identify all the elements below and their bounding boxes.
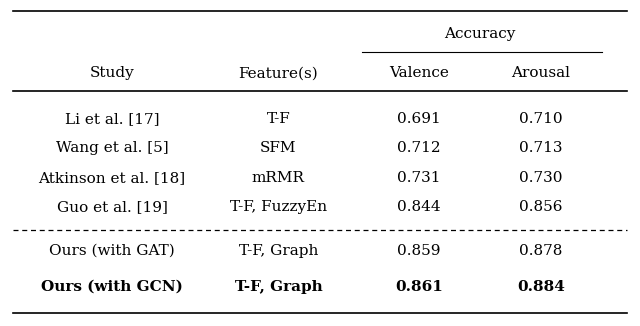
Text: 0.844: 0.844 [397, 200, 441, 214]
Text: Arousal: Arousal [511, 67, 570, 80]
Text: 0.859: 0.859 [397, 244, 441, 258]
Text: Feature(s): Feature(s) [239, 67, 318, 80]
Text: mRMR: mRMR [252, 171, 305, 185]
Text: Guo et al. [19]: Guo et al. [19] [56, 200, 168, 214]
Text: 0.856: 0.856 [519, 200, 563, 214]
Text: 0.712: 0.712 [397, 141, 441, 155]
Text: 0.861: 0.861 [396, 280, 443, 294]
Text: Accuracy: Accuracy [444, 27, 516, 41]
Text: 0.731: 0.731 [397, 171, 441, 185]
Text: Li et al. [17]: Li et al. [17] [65, 112, 159, 126]
Text: 0.691: 0.691 [397, 112, 441, 126]
Text: T-F, Graph: T-F, Graph [234, 280, 323, 294]
Text: 0.713: 0.713 [519, 141, 563, 155]
Text: T-F: T-F [266, 112, 291, 126]
Text: Valence: Valence [389, 67, 449, 80]
Text: SFM: SFM [260, 141, 297, 155]
Text: T-F, Graph: T-F, Graph [239, 244, 318, 258]
Text: Ours (with GAT): Ours (with GAT) [49, 244, 175, 258]
Text: T-F, FuzzyEn: T-F, FuzzyEn [230, 200, 327, 214]
Text: Ours (with GCN): Ours (with GCN) [41, 280, 183, 294]
Text: 0.730: 0.730 [519, 171, 563, 185]
Text: 0.710: 0.710 [519, 112, 563, 126]
Text: Atkinson et al. [18]: Atkinson et al. [18] [38, 171, 186, 185]
Text: 0.878: 0.878 [519, 244, 563, 258]
Text: Study: Study [90, 67, 134, 80]
Text: 0.884: 0.884 [517, 280, 564, 294]
Text: Wang et al. [5]: Wang et al. [5] [56, 141, 168, 155]
